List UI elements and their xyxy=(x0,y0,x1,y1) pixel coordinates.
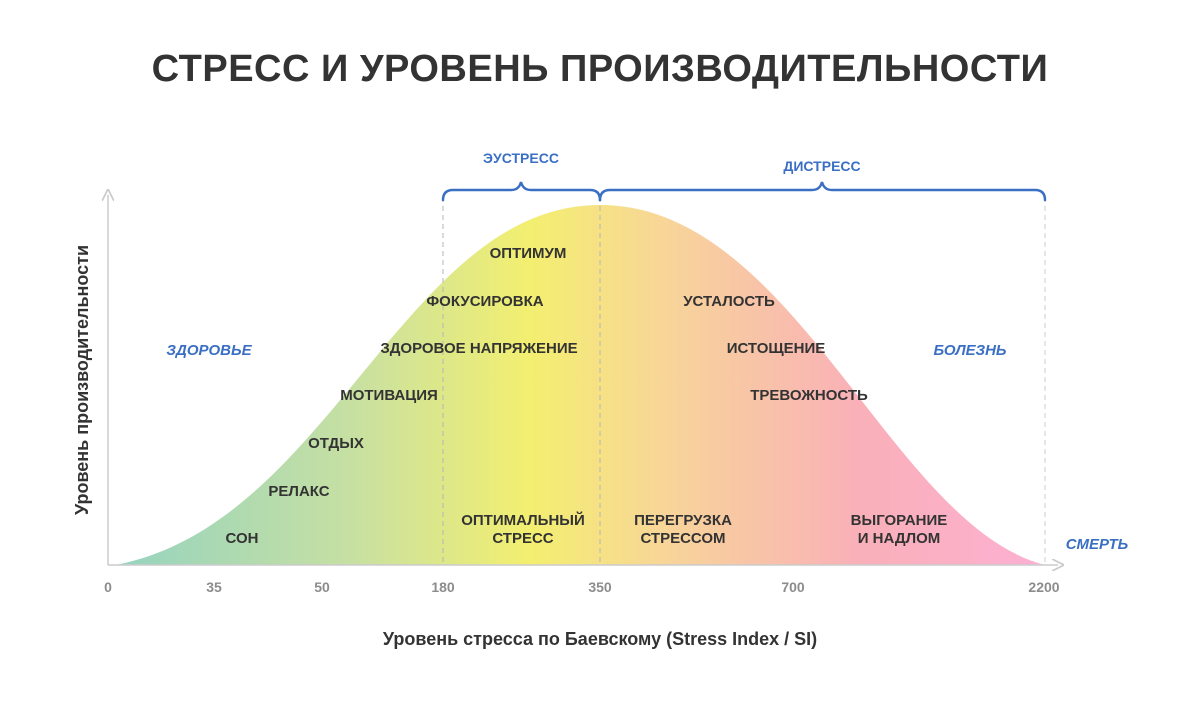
curve-label-optimum: ОПТИМУМ xyxy=(490,245,567,262)
bottom-label-overload-2: СТРЕССОМ xyxy=(640,530,725,547)
bottom-label-optimal-stress-1: ОПТИМАЛЬНЫЙ xyxy=(461,511,585,529)
x-tick-label: 180 xyxy=(431,579,455,595)
page-title: СТРЕСС И УРОВЕНЬ ПРОИЗВОДИТЕЛЬНОСТИ xyxy=(151,48,1049,90)
distress-brace xyxy=(598,181,1047,202)
x-tick-label: 35 xyxy=(206,579,222,595)
side-label-illness: БОЛЕЗНЬ xyxy=(933,342,1006,359)
curve-label-sleep: СОН xyxy=(226,530,259,547)
x-tick-label: 350 xyxy=(588,579,612,595)
bottom-label-overload-1: ПЕРЕГРУЗКА xyxy=(634,512,732,529)
curve-label-fatigue: УСТАЛОСТЬ xyxy=(683,293,775,310)
side-label-health: ЗДОРОВЬЕ xyxy=(166,342,252,359)
zone-label-eustress: ЭУСТРЕСС xyxy=(483,150,559,166)
side-label-death: СМЕРТЬ xyxy=(1066,536,1129,553)
bottom-label-burnout-2: И НАДЛОМ xyxy=(858,530,941,547)
eustress-brace xyxy=(441,181,602,202)
x-tick-label: 2200 xyxy=(1028,579,1059,595)
x-axis-title: Уровень стресса по Баевскому (Stress Ind… xyxy=(383,629,817,649)
curve-label-healthy-tension: ЗДОРОВОЕ НАПРЯЖЕНИЕ xyxy=(380,340,577,357)
curve-label-rest: ОТДЫХ xyxy=(308,435,364,452)
zone-label-distress: ДИСТРЕСС xyxy=(783,158,860,174)
bottom-label-burnout-1: ВЫГОРАНИЕ xyxy=(851,512,948,529)
x-tick-label: 50 xyxy=(314,579,330,595)
curve-label-relax: РЕЛАКС xyxy=(268,483,329,500)
curve-label-anxiety: ТРЕВОЖНОСТЬ xyxy=(750,387,868,404)
y-axis-title: Уровень производительности xyxy=(72,245,92,515)
bottom-label-optimal-stress-2: СТРЕСС xyxy=(492,530,553,547)
curve-label-exhaustion: ИСТОЩЕНИЕ xyxy=(727,340,826,357)
x-tick-label: 0 xyxy=(104,579,112,595)
x-tick-label: 700 xyxy=(781,579,805,595)
curve-label-focus: ФОКУСИРОВКА xyxy=(426,293,543,310)
curve-label-motivation: МОТИВАЦИЯ xyxy=(340,387,438,404)
performance-curve xyxy=(115,205,1045,565)
